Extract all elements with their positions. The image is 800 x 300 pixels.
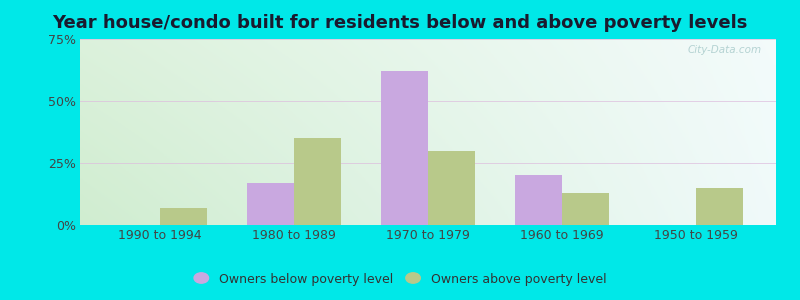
Bar: [381, 71, 428, 225]
Text: City-Data.com: City-Data.com: [688, 45, 762, 55]
Text: Year house/condo built for residents below and above poverty levels: Year house/condo built for residents bel…: [52, 14, 748, 32]
Bar: [696, 188, 742, 225]
Bar: [294, 138, 341, 225]
Bar: [247, 183, 294, 225]
Bar: [515, 176, 562, 225]
Bar: [428, 151, 475, 225]
Bar: [562, 193, 609, 225]
Legend: Owners below poverty level, Owners above poverty level: Owners below poverty level, Owners above…: [189, 268, 611, 291]
Bar: [160, 208, 207, 225]
